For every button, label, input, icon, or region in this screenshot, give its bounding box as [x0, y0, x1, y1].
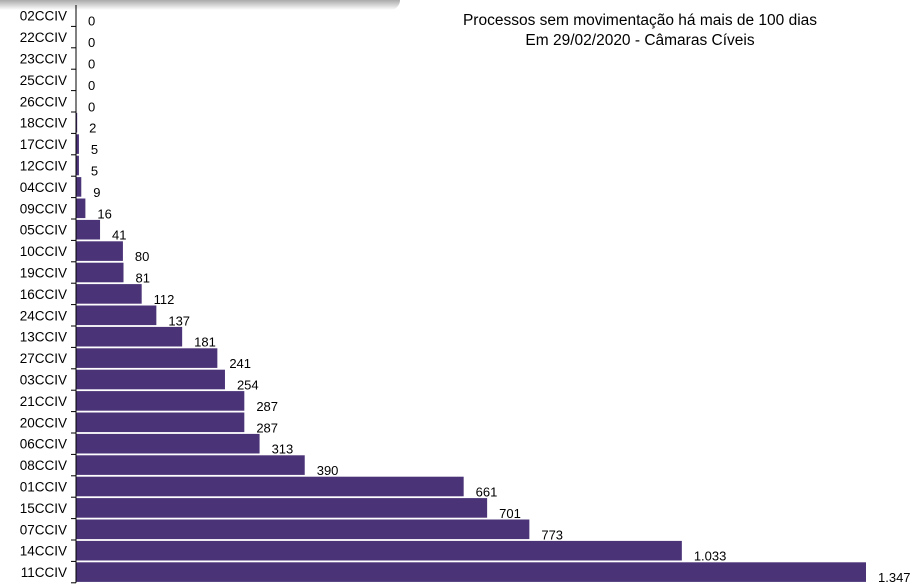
data-label: 2	[89, 121, 96, 136]
bar	[76, 112, 78, 133]
data-label: 80	[135, 249, 149, 264]
bar	[76, 455, 305, 475]
data-label: 701	[499, 506, 521, 521]
bar	[76, 284, 142, 304]
category-label: 10CCIV	[20, 244, 67, 259]
bar	[76, 177, 82, 197]
chart-title-block: Processos sem movimentação há mais de 10…	[360, 11, 917, 51]
category-label: 26CCIV	[20, 94, 67, 109]
category-label: 27CCIV	[20, 351, 67, 366]
category-label: 24CCIV	[20, 308, 67, 323]
category-label: 25CCIV	[20, 73, 67, 88]
data-label: 0	[88, 78, 95, 93]
data-label: 661	[476, 485, 498, 500]
category-label: 20CCIV	[20, 415, 67, 430]
category-label: 13CCIV	[20, 330, 67, 345]
data-label: 41	[112, 228, 126, 243]
category-label: 19CCIV	[20, 266, 67, 281]
category-label: 18CCIV	[20, 116, 67, 131]
category-label: 12CCIV	[20, 159, 67, 174]
bar	[76, 369, 225, 390]
category-label: 09CCIV	[20, 201, 67, 216]
bar	[76, 433, 260, 454]
bar	[76, 241, 123, 261]
data-label: 0	[88, 35, 95, 50]
bar	[76, 134, 79, 154]
data-label: 287	[256, 399, 278, 414]
bar	[76, 562, 866, 582]
data-label: 241	[229, 356, 251, 371]
data-label: 5	[91, 164, 98, 179]
bar	[76, 326, 183, 347]
data-label: 112	[154, 292, 175, 307]
category-label: 11CCIV	[21, 565, 67, 580]
category-label: 14CCIV	[20, 544, 67, 559]
category-label: 04CCIV	[20, 180, 67, 195]
data-label: 313	[272, 442, 294, 457]
data-label: 1.347	[878, 570, 911, 585]
category-label: 21CCIV	[20, 394, 67, 409]
bar	[76, 155, 79, 176]
category-label: 23CCIV	[20, 52, 67, 67]
category-label: 02CCIV	[20, 9, 67, 24]
category-label: 01CCIV	[20, 480, 67, 495]
bar	[76, 348, 218, 368]
data-label: 0	[88, 99, 95, 114]
bar	[76, 305, 157, 326]
category-label: 03CCIV	[20, 373, 67, 388]
data-label: 5	[91, 142, 98, 157]
bar	[76, 476, 464, 497]
data-label: 0	[88, 14, 95, 29]
bar	[76, 540, 682, 561]
bar	[76, 219, 101, 240]
data-label: 1.033	[694, 549, 727, 564]
data-label: 773	[541, 527, 563, 542]
data-label: 181	[194, 335, 216, 350]
data-label: 137	[168, 313, 190, 328]
category-label: 06CCIV	[20, 437, 67, 452]
data-label: 390	[317, 463, 339, 478]
data-label: 287	[256, 420, 278, 435]
data-label: 81	[136, 271, 150, 286]
bar	[76, 498, 488, 518]
category-label: 15CCIV	[20, 501, 67, 516]
data-label: 9	[93, 185, 100, 200]
chart-subtitle: Em 29/02/2020 - Câmaras Cíveis	[525, 32, 755, 49]
chart-title: Processos sem movimentação há mais de 10…	[462, 12, 818, 29]
bar	[76, 262, 124, 283]
bar	[76, 391, 245, 411]
bar	[76, 412, 245, 433]
category-label: 16CCIV	[20, 287, 67, 302]
data-label: 254	[237, 378, 259, 393]
category-label: 08CCIV	[20, 458, 67, 473]
category-label: 17CCIV	[20, 137, 67, 152]
header-shadow-decoration	[0, 0, 400, 10]
data-label: 0	[88, 57, 95, 72]
bar	[76, 198, 86, 219]
category-label: 05CCIV	[20, 223, 67, 238]
category-label: 22CCIV	[20, 30, 67, 45]
data-label: 16	[97, 206, 111, 221]
bar	[76, 519, 530, 540]
category-label: 07CCIV	[20, 522, 67, 537]
